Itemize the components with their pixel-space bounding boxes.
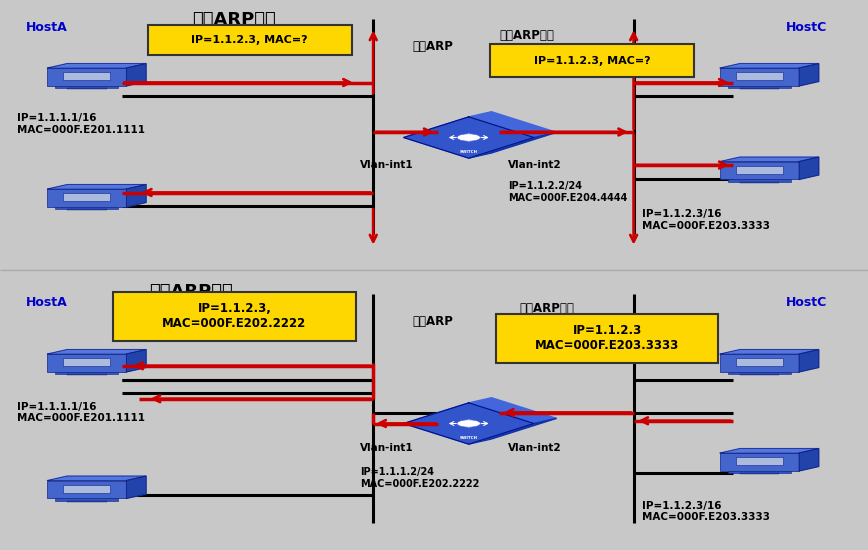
Polygon shape [48,350,146,354]
Polygon shape [404,403,534,444]
Bar [720,68,799,86]
Bar [67,209,107,210]
Bar [48,68,127,86]
Polygon shape [799,64,819,86]
Polygon shape [799,350,819,372]
Bar [67,500,107,502]
Bar [496,314,718,363]
Text: IP=1.1.1.1/16
MAC=000F.E201.1111: IP=1.1.1.1/16 MAC=000F.E201.1111 [17,402,145,424]
Bar [720,162,799,179]
Polygon shape [799,157,819,179]
Polygon shape [48,185,146,189]
Bar [740,182,779,183]
Bar [67,374,107,375]
Polygon shape [720,64,819,68]
Text: HostC: HostC [786,296,827,309]
Bar [56,372,118,374]
Bar [736,358,783,366]
Text: IP=1.1.1.2/24
MAC=000F.E202.2222: IP=1.1.1.2/24 MAC=000F.E202.2222 [360,468,480,489]
Text: IP=1.1.2.2/24
MAC=000F.E204.4444: IP=1.1.2.2/24 MAC=000F.E204.4444 [508,182,628,203]
Text: Vlan-int1: Vlan-int1 [360,443,414,453]
Bar [148,25,352,55]
Bar [740,374,779,375]
Bar [113,292,356,341]
Text: Vlan-int1: Vlan-int1 [360,160,414,170]
Bar [736,72,783,80]
Polygon shape [469,133,556,158]
Text: IP=1.1.2.3/16
MAC=000F.E203.3333: IP=1.1.2.3/16 MAC=000F.E203.3333 [642,500,770,522]
Bar [63,485,110,493]
Text: SWITCH: SWITCH [460,436,477,441]
Text: IP=1.1.2.3, MAC=?: IP=1.1.2.3, MAC=? [534,56,651,65]
Text: IP=1.1.1.1/16
MAC=000F.E201.1111: IP=1.1.1.1/16 MAC=000F.E201.1111 [17,113,145,135]
Polygon shape [48,64,146,68]
Text: Vlan-int2: Vlan-int2 [508,443,562,453]
Polygon shape [48,476,146,481]
Bar [720,354,799,372]
Bar [63,72,110,80]
Bar [48,481,127,498]
Bar [48,189,127,207]
Text: HostA: HostA [26,21,68,34]
Bar [728,471,791,473]
Text: IP=1.1.2.3/16
MAC=000F.E203.3333: IP=1.1.2.3/16 MAC=000F.E203.3333 [642,209,770,231]
Bar [720,453,799,471]
Text: HostA: HostA [26,296,68,309]
Polygon shape [799,449,819,471]
Polygon shape [469,419,556,444]
Polygon shape [720,157,819,162]
Bar [740,88,779,89]
Polygon shape [720,350,819,354]
Bar [63,358,110,366]
Bar [736,457,783,465]
Text: HostC: HostC [786,21,827,34]
Bar [728,372,791,374]
Text: IP=1.1.2.3, MAC=?: IP=1.1.2.3, MAC=? [191,35,308,45]
Text: 代理ARP: 代理ARP [412,315,453,328]
Polygon shape [127,64,146,86]
Bar [67,88,107,89]
Bar [740,473,779,474]
Bar [728,86,791,88]
Bar [48,354,127,372]
Bar [63,193,110,201]
Polygon shape [469,112,556,138]
Polygon shape [127,185,146,207]
Bar [736,166,783,174]
Text: SWITCH: SWITCH [460,150,477,155]
Bar [728,179,791,182]
Bar [56,207,118,209]
Bar [490,44,694,77]
Text: 单播ARP响应: 单播ARP响应 [149,283,233,301]
Text: IP=1.1.2.3
MAC=000F.E203.3333: IP=1.1.2.3 MAC=000F.E203.3333 [535,324,680,352]
Polygon shape [127,350,146,372]
Polygon shape [127,476,146,498]
Bar [56,498,118,500]
Circle shape [457,420,481,427]
Text: 代理ARP: 代理ARP [412,40,453,53]
Text: 广播ARP请求: 广播ARP请求 [193,11,276,29]
Polygon shape [404,117,534,158]
Polygon shape [720,449,819,453]
Circle shape [457,134,481,141]
Text: 单播ARP响应: 单播ARP响应 [519,301,574,315]
Text: Vlan-int2: Vlan-int2 [508,160,562,170]
Polygon shape [469,398,556,424]
Bar [56,86,118,88]
Text: IP=1.1.2.3,
MAC=000F.E202.2222: IP=1.1.2.3, MAC=000F.E202.2222 [162,302,306,330]
Text: 广播ARP请求: 广播ARP请求 [499,29,554,42]
